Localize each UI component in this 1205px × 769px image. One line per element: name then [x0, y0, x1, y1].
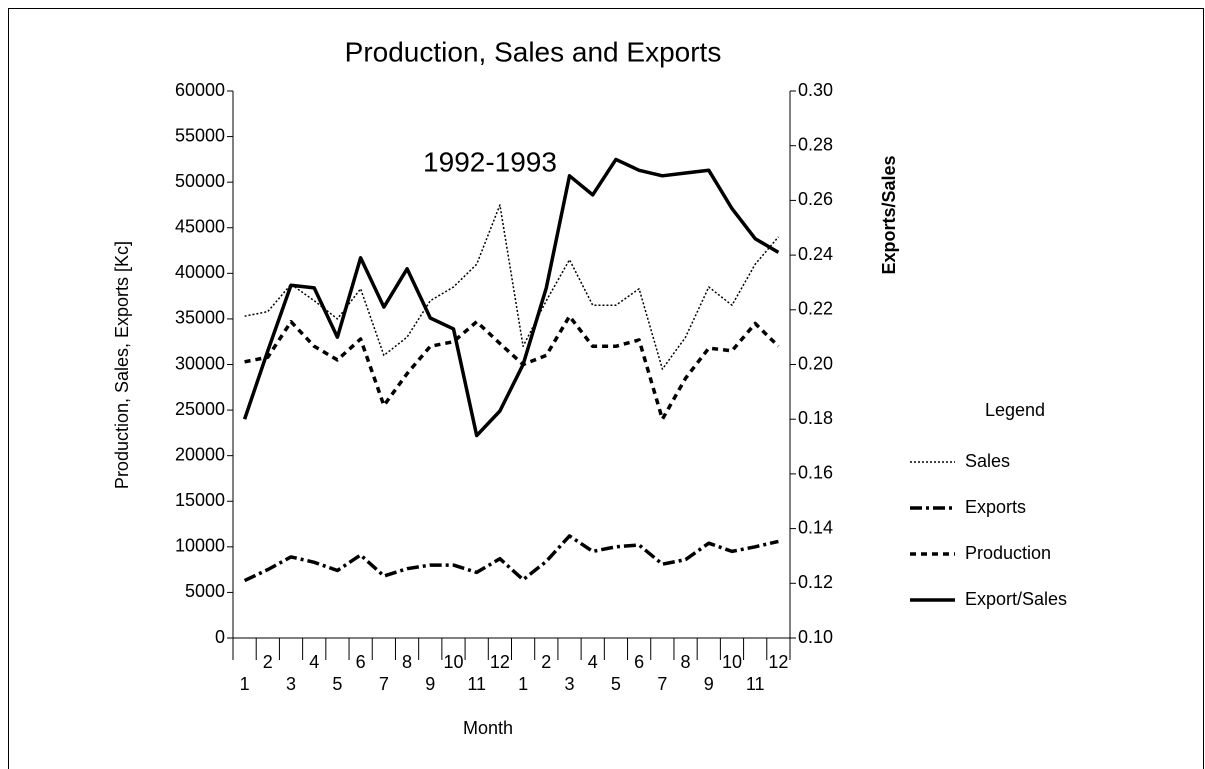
x-tick-label: 7 [379, 674, 389, 694]
x-tick-label: 6 [356, 652, 366, 672]
y-tick-label: 10000 [175, 536, 225, 556]
x-tick-label: 4 [309, 652, 319, 672]
x-tick-label: 11 [746, 674, 765, 694]
y-tick-label: 25000 [175, 399, 225, 419]
y2-tick-label: 0.18 [798, 408, 833, 428]
y2-tick-label: 0.30 [798, 80, 833, 100]
x-tick-label: 12 [768, 652, 788, 672]
x-tick-label: 5 [332, 674, 342, 694]
y-tick-label: 55000 [175, 125, 225, 145]
y-axis-label: Production, Sales, Exports [Kc] [112, 241, 132, 489]
x-tick-label: 9 [425, 674, 435, 694]
y2-tick-label: 0.14 [798, 517, 833, 537]
series-line [242, 157, 780, 438]
y2-tick-label: 0.22 [798, 299, 833, 319]
y2-tick-label: 0.10 [798, 627, 833, 647]
y2-tick-label: 0.20 [798, 353, 833, 373]
y-tick-label: 35000 [175, 308, 225, 328]
y-tick-label: 0 [215, 627, 225, 647]
x-tick-label: 2 [263, 652, 273, 672]
y2-tick-label: 0.12 [798, 572, 833, 592]
y-tick-label: 60000 [175, 80, 225, 100]
y-tick-label: 50000 [175, 171, 225, 191]
y-tick-label: 30000 [175, 353, 225, 373]
x-tick-label: 10 [722, 652, 742, 672]
y-tick-label: 15000 [175, 490, 225, 510]
series-line [243, 534, 779, 583]
y-tick-label: 20000 [175, 444, 225, 464]
y2-tick-label: 0.28 [798, 134, 833, 154]
x-tick-label: 10 [443, 652, 463, 672]
legend-label: Sales [965, 451, 1010, 471]
y2-tick-label: 0.26 [798, 189, 833, 209]
chart-border [8, 8, 1204, 769]
y2-axis-label: Exports/Sales [879, 155, 899, 274]
legend-label: Export/Sales [965, 589, 1067, 609]
y-tick-label: 45000 [175, 217, 225, 237]
chart-title: Production, Sales and Exports [345, 36, 722, 67]
legend-label: Exports [965, 497, 1026, 517]
x-tick-label: 9 [704, 674, 714, 694]
legend-label: Production [965, 543, 1051, 563]
x-axis-label: Month [463, 718, 513, 738]
x-tick-label: 1 [518, 674, 528, 694]
x-tick-label: 12 [490, 652, 510, 672]
y2-tick-label: 0.16 [798, 463, 833, 483]
series-line [244, 204, 779, 370]
legend-title: Legend [985, 400, 1045, 420]
x-tick-label: 11 [467, 674, 486, 694]
x-tick-label: 3 [286, 674, 296, 694]
annotation: 1992-1993 [423, 146, 557, 177]
y-tick-label: 5000 [185, 581, 225, 601]
x-tick-label: 2 [541, 652, 551, 672]
x-tick-label: 5 [611, 674, 621, 694]
x-tick-label: 7 [657, 674, 667, 694]
series-line [244, 314, 780, 421]
x-tick-label: 3 [565, 674, 575, 694]
y2-tick-label: 0.24 [798, 244, 833, 264]
y-tick-label: 40000 [175, 262, 225, 282]
x-tick-label: 8 [681, 652, 691, 672]
x-tick-label: 6 [634, 652, 644, 672]
x-tick-label: 1 [240, 674, 250, 694]
x-tick-label: 4 [588, 652, 598, 672]
x-tick-label: 8 [402, 652, 412, 672]
